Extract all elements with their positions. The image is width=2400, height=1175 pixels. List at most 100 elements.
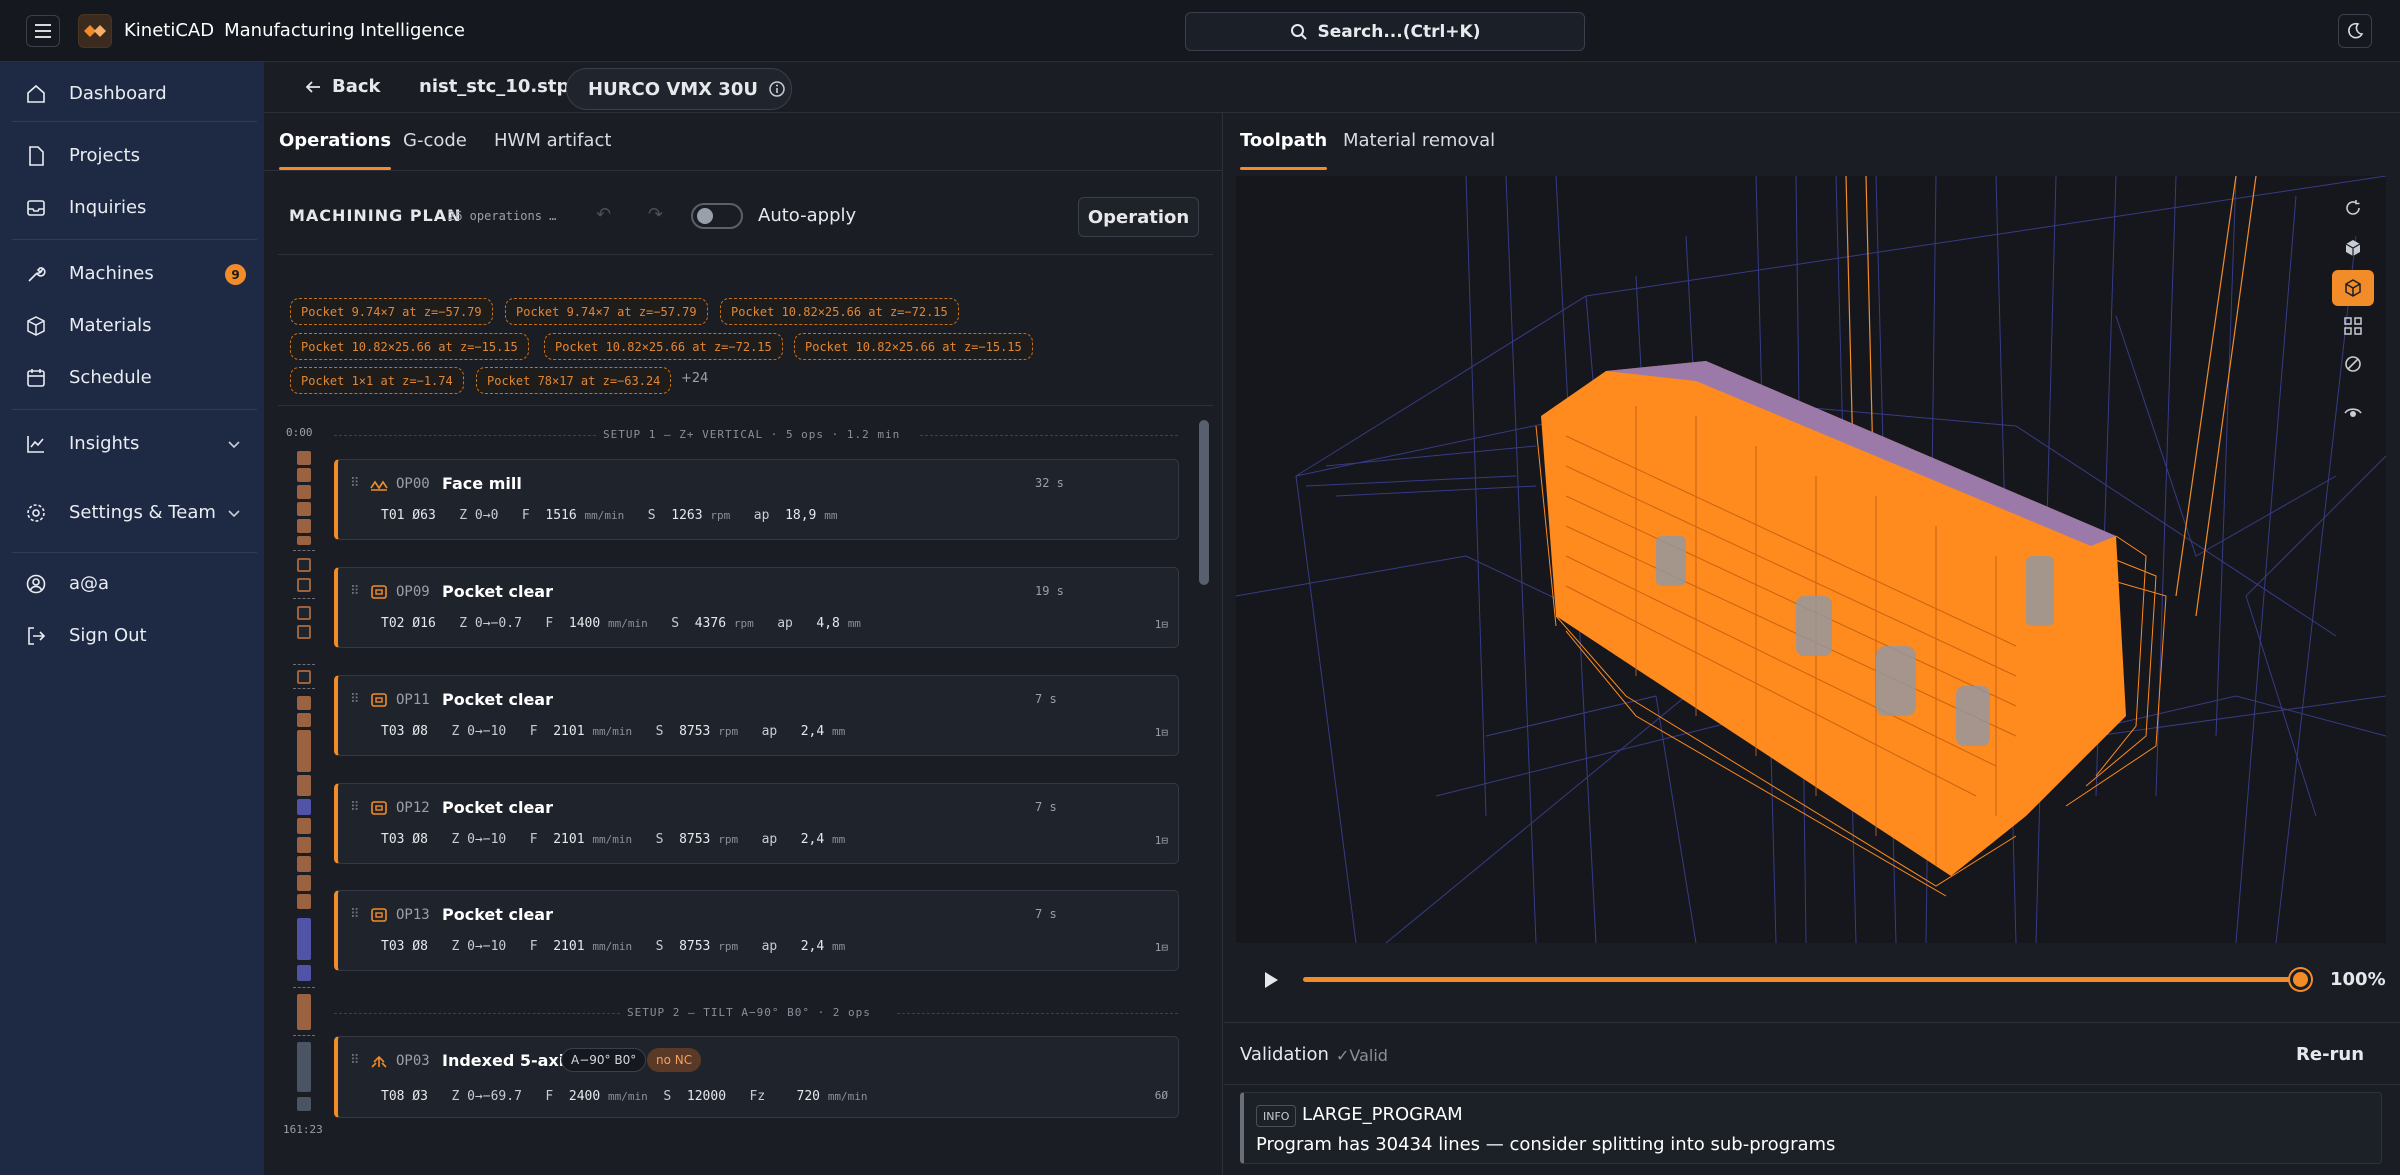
visibility-icon[interactable] xyxy=(2332,394,2374,430)
timeline-segment[interactable] xyxy=(297,1042,311,1092)
timeline-segment[interactable] xyxy=(297,536,311,545)
wireframe-view-icon[interactable] xyxy=(2332,270,2374,306)
arrow-left-icon xyxy=(305,80,320,93)
timeline-segment[interactable] xyxy=(297,485,311,499)
operation-card[interactable]: ⠿ OP09 Pocket clear 19 s T02 Ø16 Z 0→−0.… xyxy=(334,567,1179,648)
drag-handle-icon[interactable]: ⠿ xyxy=(350,476,360,491)
theme-toggle-button[interactable] xyxy=(2338,14,2372,48)
timeline-segment[interactable] xyxy=(297,965,311,981)
drag-handle-icon[interactable]: ⠿ xyxy=(350,584,360,599)
play-icon xyxy=(1265,972,1278,988)
toolpath-render[interactable] xyxy=(1236,176,2386,943)
op-duration: 32 s xyxy=(1035,476,1064,490)
sidebar-label: Settings & Team xyxy=(69,501,216,523)
drag-handle-icon[interactable]: ⠿ xyxy=(350,800,360,815)
op-code: OP12 xyxy=(396,800,430,816)
drag-handle-icon[interactable]: ⠿ xyxy=(350,907,360,922)
timeline-segment[interactable] xyxy=(297,468,311,482)
toolpath-viewport[interactable] xyxy=(1236,176,2386,943)
sidebar-item-dashboard[interactable]: Dashboard xyxy=(0,68,264,118)
operation-card[interactable]: ⠿ OP13 Pocket clear 7 s T03 Ø8 Z 0→−10 F… xyxy=(334,890,1179,971)
feature-chip[interactable]: Pocket 10.82×25.66 at z=−15.15 xyxy=(290,333,529,360)
timeline-segment[interactable] xyxy=(297,713,311,727)
menu-icon[interactable] xyxy=(26,15,60,47)
validation-message[interactable]: INFO LARGE_PROGRAM Program has 30434 lin… xyxy=(1240,1092,2382,1164)
timeline-segment[interactable] xyxy=(297,625,311,639)
info-icon[interactable] xyxy=(768,80,786,98)
sidebar-item-machines[interactable]: Machines 9 xyxy=(0,248,264,298)
z-range: Z 0→−0.7 xyxy=(459,616,522,631)
playback-slider[interactable] xyxy=(1303,977,2297,982)
timeline-segment[interactable] xyxy=(297,994,311,1030)
timeline-segment[interactable] xyxy=(297,451,311,465)
feature-chip[interactable]: Pocket 10.82×25.66 at z=−15.15 xyxy=(794,333,1033,360)
machine-chip[interactable]: HURCO VMX 30U xyxy=(566,68,792,110)
timeline-segment[interactable] xyxy=(297,875,311,891)
timeline-segment[interactable] xyxy=(297,856,311,872)
tab-g-code[interactable]: G-code xyxy=(403,130,467,151)
timeline-segment[interactable] xyxy=(297,799,311,815)
sidebar-item-insights[interactable]: Insights xyxy=(0,418,264,468)
hide-stock-icon[interactable] xyxy=(2332,346,2374,382)
sidebar-item-inquiries[interactable]: Inquiries xyxy=(0,182,264,232)
timeline-segment[interactable] xyxy=(297,730,311,772)
tab-toolpath[interactable]: Toolpath xyxy=(1240,118,1328,170)
redo-icon[interactable]: ↷ xyxy=(648,204,664,225)
feature-chip[interactable]: Pocket 10.82×25.66 at z=−72.15 xyxy=(544,333,783,360)
timeline-segment[interactable] xyxy=(297,606,311,620)
setup-line xyxy=(334,1013,620,1014)
auto-apply-label: Auto-apply xyxy=(758,205,857,226)
drag-handle-icon[interactable]: ⠿ xyxy=(350,692,360,707)
timeline-segment[interactable] xyxy=(297,502,311,516)
timeline-segment[interactable] xyxy=(297,1097,311,1111)
timeline-segment[interactable] xyxy=(297,918,311,960)
tool: T02 Ø16 xyxy=(381,616,436,631)
timeline-segment[interactable] xyxy=(297,775,311,796)
drag-handle-icon[interactable]: ⠿ xyxy=(350,1053,360,1068)
sidebar-item-projects[interactable]: Projects xyxy=(0,130,264,180)
timeline-segment[interactable] xyxy=(297,578,311,592)
playback-slider-handle[interactable] xyxy=(2290,969,2311,990)
undo-icon[interactable]: ↶ xyxy=(596,204,612,225)
operation-card[interactable]: ⠿ OP12 Pocket clear 7 s T03 Ø8 Z 0→−10 F… xyxy=(334,783,1179,864)
reset-view-icon[interactable] xyxy=(2332,190,2374,226)
sidebar-item-account[interactable]: a@a xyxy=(0,558,264,608)
sidebar-item-schedule[interactable]: Schedule xyxy=(0,352,264,402)
face-mill-icon xyxy=(370,480,388,491)
operation-card[interactable]: ⠿ OP11 Pocket clear 7 s T03 Ø8 Z 0→−10 F… xyxy=(334,675,1179,756)
more-chips-count[interactable]: +24 xyxy=(681,371,709,386)
timeline-segment[interactable] xyxy=(297,837,311,853)
sidebar-label: Sign Out xyxy=(69,624,147,646)
feature-chip[interactable]: Pocket 9.74×7 at z=−57.79 xyxy=(505,298,708,325)
operation-card[interactable]: ⠿ OP03 Indexed 5-axis A−90° B0° no NC T0… xyxy=(334,1036,1179,1118)
sidebar-item-settings-team[interactable]: Settings & Team xyxy=(0,487,264,537)
add-operation-button[interactable]: Operation xyxy=(1078,197,1199,237)
play-button[interactable] xyxy=(1262,970,1280,994)
timeline-segment[interactable] xyxy=(297,519,311,533)
back-button[interactable]: Back xyxy=(304,76,381,97)
operation-card[interactable]: ⠿ OP00 Face mill 32 s T01 Ø63 Z 0→0 F 15… xyxy=(334,459,1179,540)
grid-view-icon[interactable] xyxy=(2332,308,2374,344)
timeline-segment[interactable] xyxy=(297,696,311,710)
feature-chip[interactable]: Pocket 9.74×7 at z=−57.79 xyxy=(290,298,493,325)
timeline-segment[interactable] xyxy=(297,670,311,684)
tab-material-removal[interactable]: Material removal xyxy=(1343,130,1496,151)
sidebar-item-sign-out[interactable]: Sign Out xyxy=(0,610,264,660)
feature-chip[interactable]: Pocket 1×1 at z=−1.74 xyxy=(290,367,464,394)
rerun-button[interactable]: Re-run xyxy=(2296,1044,2365,1065)
solid-view-icon[interactable] xyxy=(2332,230,2374,266)
search-box[interactable]: Search...(Ctrl+K) xyxy=(1185,12,1585,51)
feature-chip[interactable]: Pocket 78×17 at z=−63.24 xyxy=(476,367,672,394)
operations-scrollbar[interactable] xyxy=(1199,420,1209,585)
sidebar-item-materials[interactable]: Materials xyxy=(0,300,264,350)
depth-unit: mm xyxy=(832,940,846,953)
app-logo[interactable] xyxy=(78,14,112,48)
auto-apply-toggle[interactable] xyxy=(691,203,743,229)
tab-hwm-artifact[interactable]: HWM artifact xyxy=(494,130,612,151)
timeline-segment[interactable] xyxy=(297,894,311,909)
brand: KinetiCAD Manufacturing Intelligence xyxy=(124,20,465,41)
timeline-segment[interactable] xyxy=(297,818,311,834)
feature-chip[interactable]: Pocket 10.82×25.66 at z=−72.15 xyxy=(720,298,959,325)
timeline-segment[interactable] xyxy=(297,558,311,572)
tab-operations[interactable]: Operations xyxy=(279,118,392,170)
